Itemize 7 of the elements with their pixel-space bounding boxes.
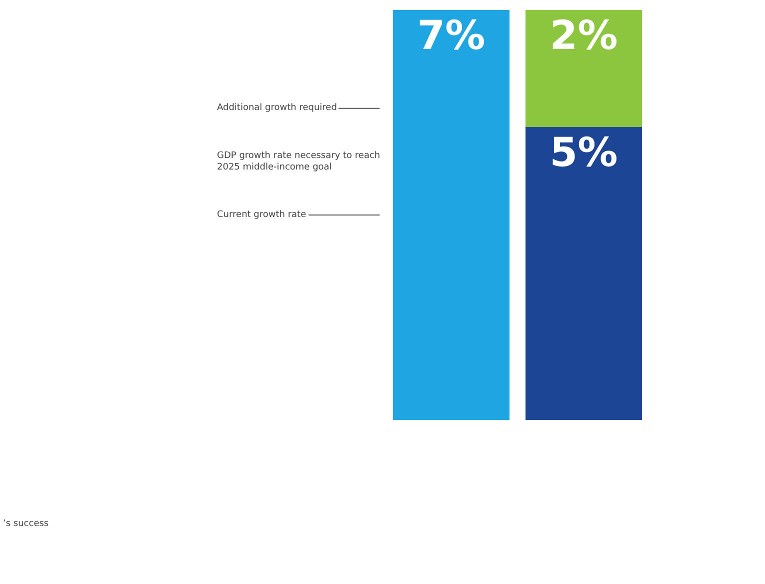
text: Current growth rate [217, 210, 307, 220]
text: GDP growth rate necessary to reach 2025 middle-income goal [217, 151, 380, 173]
data-label: 5% [550, 130, 618, 176]
text: ’s success [3, 519, 49, 529]
data-label: 2% [550, 13, 618, 59]
data-label: 7% [417, 13, 486, 59]
text: Additional growth required [217, 103, 337, 113]
